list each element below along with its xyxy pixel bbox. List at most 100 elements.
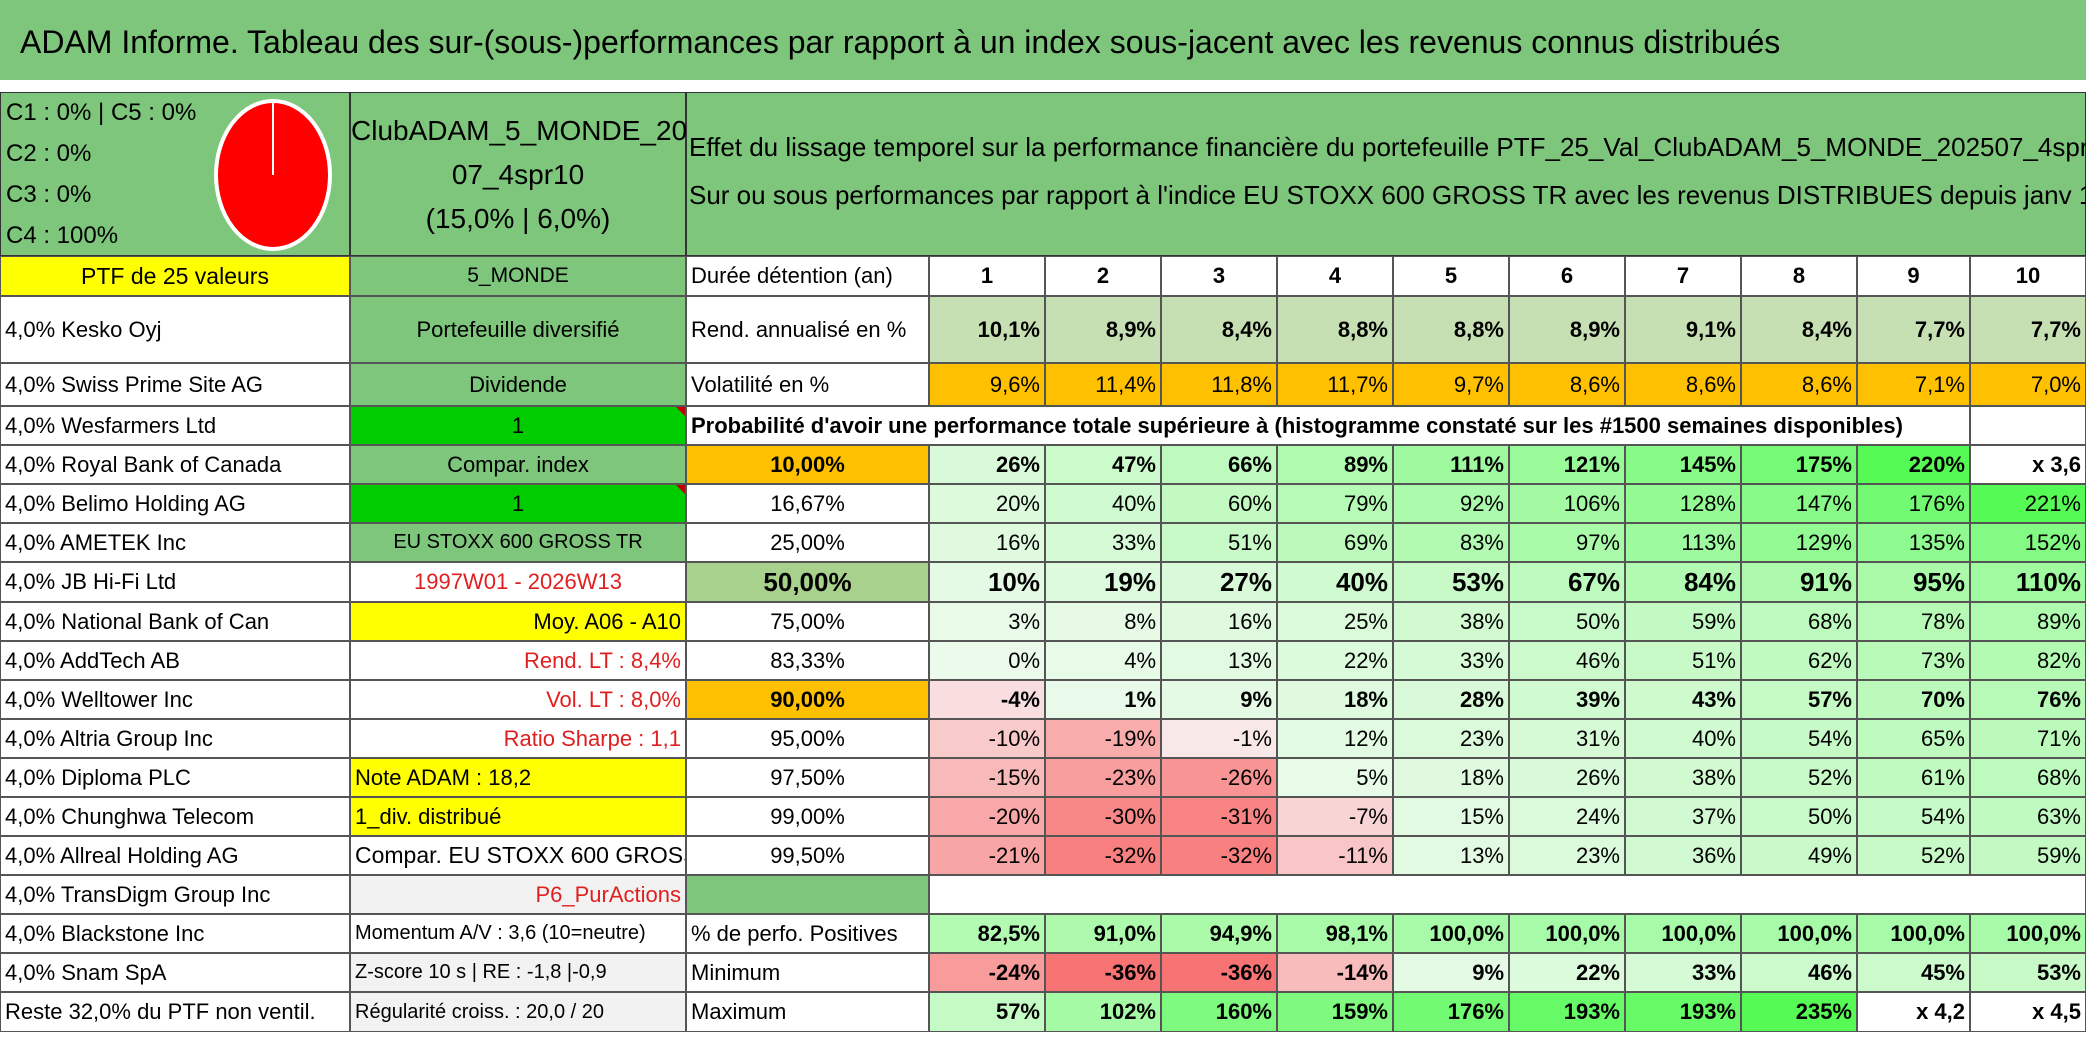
summary-value: 100,0% [1970, 914, 2086, 953]
probability-value: 47% [1045, 445, 1161, 484]
probability-value: 82% [1970, 641, 2086, 680]
probability-value: 54% [1857, 797, 1970, 836]
probability-value: 22% [1277, 641, 1393, 680]
probability-value: 78% [1857, 602, 1970, 641]
summary-value: 102% [1045, 992, 1161, 1032]
probability-value: 43% [1625, 680, 1741, 719]
probability-value: 176% [1857, 484, 1970, 523]
vol-value: 8,6% [1741, 363, 1857, 406]
vol-label: Volatilité en % [686, 363, 929, 406]
probability-value: 33% [1045, 523, 1161, 562]
probability-value: 57% [1741, 680, 1857, 719]
probability-value: -10% [929, 719, 1045, 758]
summary-value: x 4,2 [1857, 992, 1970, 1032]
probability-level: 25,00% [686, 523, 929, 562]
summary-value: 82,5% [929, 914, 1045, 953]
year-header: 3 [1161, 256, 1277, 296]
rend-value: 9,1% [1625, 296, 1741, 363]
summary-value: -24% [929, 953, 1045, 992]
probability-value: 4% [1045, 641, 1161, 680]
param-cell: Compar. EU STOXX 600 GROSS TR [350, 836, 686, 875]
summary-value: 57% [929, 992, 1045, 1032]
probability-value: 67% [1509, 562, 1625, 602]
probability-value: 38% [1393, 602, 1509, 641]
summary-value: 22% [1509, 953, 1625, 992]
probability-level: 97,50% [686, 758, 929, 797]
rend-label: Rend. annualisé en % [686, 296, 929, 363]
param-cell: Ratio Sharpe : 1,1 [350, 719, 686, 758]
vol-value: 7,0% [1970, 363, 2086, 406]
summary-value: 98,1% [1277, 914, 1393, 953]
probability-value: -1% [1161, 719, 1277, 758]
param-cell: Vol. LT : 8,0% [350, 680, 686, 719]
probability-value: 113% [1625, 523, 1741, 562]
year-header: 2 [1045, 256, 1161, 296]
probability-value: 26% [1509, 758, 1625, 797]
holding-row: 4,0% Welltower Inc [0, 680, 350, 719]
probability-value: 23% [1509, 836, 1625, 875]
probability-value: 3% [929, 602, 1045, 641]
probability-value: -26% [1161, 758, 1277, 797]
summary-value: -14% [1277, 953, 1393, 992]
probability-value: 50% [1509, 602, 1625, 641]
probability-level: 90,00% [686, 680, 929, 719]
holding-row: 4,0% Royal Bank of Canada [0, 445, 350, 484]
rend-value: 8,4% [1741, 296, 1857, 363]
year-header: 7 [1625, 256, 1741, 296]
probability-value: 18% [1277, 680, 1393, 719]
rend-value: 8,4% [1161, 296, 1277, 363]
description-line2: Sur ou sous performances par rapport à l… [689, 180, 2086, 210]
probability-value: -31% [1161, 797, 1277, 836]
probability-value: 63% [1970, 797, 2086, 836]
holding-row: 4,0% Diploma PLC [0, 758, 350, 797]
rend-value: 7,7% [1857, 296, 1970, 363]
holding-row: 4,0% Altria Group Inc [0, 719, 350, 758]
probability-value: 70% [1857, 680, 1970, 719]
duration-label: Durée détention (an) [686, 256, 929, 296]
param-cell: Moy. A06 - A10 [350, 602, 686, 641]
description-line1: Effet du lissage temporel sur la perform… [689, 132, 2086, 162]
probability-value: 68% [1970, 758, 2086, 797]
probability-value: 18% [1393, 758, 1509, 797]
holding-row: Reste 32,0% du PTF non ventil. [0, 992, 350, 1032]
summary-value: x 4,5 [1970, 992, 2086, 1032]
probability-value: 16% [1161, 602, 1277, 641]
probability-title: Probabilité d'avoir une performance tota… [686, 406, 1970, 445]
probability-level: 99,00% [686, 797, 929, 836]
summary-value: 33% [1625, 953, 1741, 992]
vol-value: 7,1% [1857, 363, 1970, 406]
param-cell: 1 [350, 484, 686, 523]
probability-value: 79% [1277, 484, 1393, 523]
allocation-pie-chart [214, 99, 332, 251]
probability-value: 23% [1393, 719, 1509, 758]
summary-label: % de perfo. Positives [686, 914, 929, 953]
probability-value: 40% [1625, 719, 1741, 758]
holding-row: 4,0% Kesko Oyj [0, 296, 350, 363]
probability-value: 31% [1509, 719, 1625, 758]
summary-value: 193% [1509, 992, 1625, 1032]
year-header: 1 [929, 256, 1045, 296]
probability-value: 92% [1393, 484, 1509, 523]
probability-value: 60% [1161, 484, 1277, 523]
param-cell: Note ADAM : 18,2 [350, 758, 686, 797]
probability-value: 91% [1741, 562, 1857, 602]
probability-value: 111% [1393, 445, 1509, 484]
fund-name-line1: ClubADAM_5_MONDE_2025 [351, 115, 719, 146]
summary-value: 159% [1277, 992, 1393, 1032]
fund-weights: (15,0% | 6,0%) [425, 203, 611, 234]
probability-value: x 3,6 [1970, 445, 2086, 484]
probability-value: 220% [1857, 445, 1970, 484]
probability-value: 97% [1509, 523, 1625, 562]
summary-value: 45% [1857, 953, 1970, 992]
holding-row: 4,0% Belimo Holding AG [0, 484, 350, 523]
pie-summary-cell: C1 : 0% | C5 : 0% C2 : 0% C3 : 0% C4 : 1… [0, 92, 350, 256]
param-cell: 5_MONDE [350, 256, 686, 296]
vol-value: 9,6% [929, 363, 1045, 406]
probability-value: -32% [1045, 836, 1161, 875]
holding-row: 4,0% Chunghwa Telecom [0, 797, 350, 836]
probability-value: 128% [1625, 484, 1741, 523]
probability-value: 16% [929, 523, 1045, 562]
summary-value: 100,0% [1741, 914, 1857, 953]
summary-value: 100,0% [1509, 914, 1625, 953]
holding-row: 4,0% Snam SpA [0, 953, 350, 992]
